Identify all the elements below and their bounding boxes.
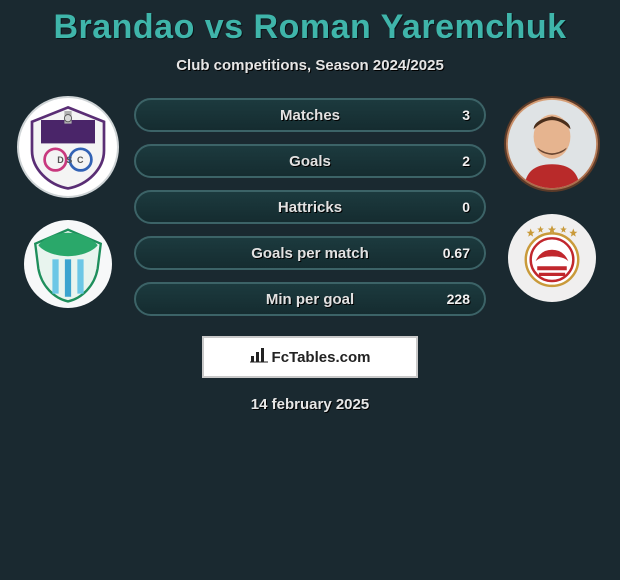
page-title: Brandao vs Roman Yaremchuk: [53, 8, 566, 47]
stat-row-hattricks: Hattricks 0: [134, 190, 486, 224]
svg-text:D: D: [57, 155, 64, 165]
player1-badge: D S C: [17, 96, 119, 198]
stats-column: Matches 3 Goals 2 Hattricks 0 Goals per …: [128, 98, 492, 316]
player2-club-badge: [508, 214, 596, 302]
stat-right-value: 0.67: [443, 245, 470, 261]
stat-label: Min per goal: [266, 291, 354, 308]
stat-right-value: 228: [447, 291, 470, 307]
svg-text:S: S: [66, 155, 72, 165]
stat-right-value: 3: [462, 107, 470, 123]
stat-row-min-per-goal: Min per goal 228: [134, 282, 486, 316]
levadiakos-icon: [29, 225, 107, 303]
comparison-row: D S C Matches 3: [0, 96, 620, 316]
stat-right-value: 2: [462, 153, 470, 169]
yaremchuk-photo-icon: [506, 96, 598, 192]
stat-label: Goals per match: [251, 245, 369, 262]
player2-photo: [504, 96, 600, 192]
player1-club-badge: [24, 220, 112, 308]
source-text: FcTables.com: [272, 349, 371, 366]
left-column: D S C: [8, 96, 128, 308]
stat-row-matches: Matches 3: [134, 98, 486, 132]
source-badge[interactable]: FcTables.com: [202, 336, 418, 378]
subtitle: Club competitions, Season 2024/2025: [176, 57, 444, 74]
stat-label: Hattricks: [278, 199, 342, 216]
svg-text:C: C: [77, 155, 84, 165]
right-column: [492, 96, 612, 302]
date-label: 14 february 2025: [251, 396, 369, 413]
olympiacos-icon: [511, 217, 593, 299]
stat-row-goals: Goals 2: [134, 144, 486, 178]
stat-label: Matches: [280, 107, 340, 124]
stat-right-value: 0: [462, 199, 470, 215]
defensor-sporting-icon: D S C: [23, 102, 113, 192]
bar-chart-icon: [250, 347, 268, 368]
stat-label: Goals: [289, 153, 331, 170]
stat-row-goals-per-match: Goals per match 0.67: [134, 236, 486, 270]
